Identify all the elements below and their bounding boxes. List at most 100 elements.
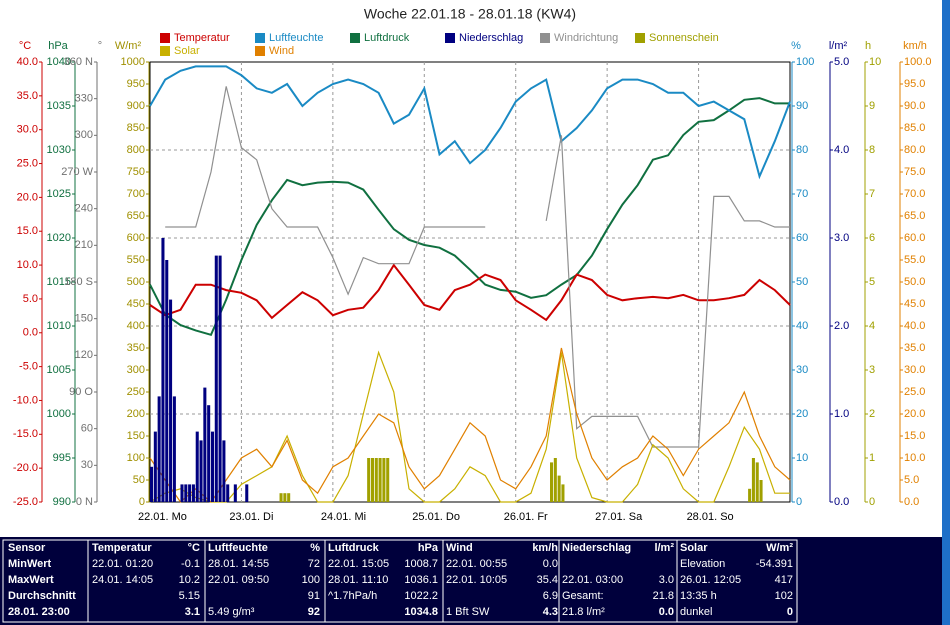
axis-tick-label: 300 bbox=[127, 364, 145, 376]
axis-tick-label: 5.0 bbox=[904, 474, 919, 486]
series-bar bbox=[283, 493, 287, 502]
axis-tick-label: 70.0 bbox=[904, 188, 925, 200]
axis-tick-label: 1040 bbox=[47, 56, 71, 68]
axis-tick-label: -15.0 bbox=[13, 428, 38, 440]
axis-tick-label: 1 bbox=[869, 452, 875, 464]
axis-unit: l/m² bbox=[829, 40, 848, 52]
series-bar bbox=[751, 458, 755, 502]
axis-tick-label: 0 bbox=[139, 496, 145, 508]
series-bar bbox=[161, 238, 165, 502]
axis-tick-label: 25.0 bbox=[904, 386, 925, 398]
axis-tick-label: -10.0 bbox=[13, 394, 38, 406]
series-bar bbox=[172, 396, 176, 502]
axis-tick-label: 1000 bbox=[47, 408, 71, 420]
axis-tick-label: 35.0 bbox=[904, 342, 925, 354]
axis-tick-label: 1.0 bbox=[834, 408, 849, 420]
axis-unit: W/m² bbox=[115, 40, 142, 52]
cell-value: 72 bbox=[308, 558, 320, 570]
axis-tick-label: 995 bbox=[53, 452, 71, 464]
axis-tick-label: 60 bbox=[81, 423, 93, 435]
column-unit: km/h bbox=[532, 542, 558, 554]
axis-tick-label: 80.0 bbox=[904, 144, 925, 156]
axis-tick-label: 150 bbox=[127, 430, 145, 442]
axis-unit: km/h bbox=[903, 40, 927, 52]
axis-tick-label: 650 bbox=[127, 210, 145, 222]
axis-tick-label: 80 bbox=[796, 144, 808, 156]
series-bar bbox=[195, 431, 199, 502]
axis-tick-label: 10.0 bbox=[904, 452, 925, 464]
axis-tick-label: 70 bbox=[796, 188, 808, 200]
cell-label: 13:35 h bbox=[680, 590, 717, 602]
legend-label: Solar bbox=[174, 45, 200, 57]
axis-tick-label: 200 bbox=[127, 408, 145, 420]
series-bar bbox=[150, 466, 154, 502]
cell-value: 100 bbox=[302, 574, 320, 586]
series-line bbox=[149, 347, 791, 503]
series-bar bbox=[557, 475, 561, 502]
axis-tick-label: 25.0 bbox=[17, 157, 38, 169]
axis-tick-label: 10 bbox=[869, 56, 881, 68]
axis-tick-label: 0.0 bbox=[834, 496, 849, 508]
series-bar bbox=[553, 458, 557, 502]
axis-tick-label: 400 bbox=[127, 320, 145, 332]
series-bar bbox=[157, 396, 161, 502]
chart-title: Woche 22.01.18 - 28.01.18 (KW4) bbox=[364, 6, 576, 22]
axis-tick-label: 1020 bbox=[47, 232, 71, 244]
series-line bbox=[149, 350, 790, 503]
series-bar bbox=[218, 255, 222, 502]
axis-tick-label: 0.0 bbox=[904, 496, 919, 508]
axis-unit: ° bbox=[98, 40, 102, 52]
axis-tick-label: 55.0 bbox=[904, 254, 925, 266]
column-unit: % bbox=[310, 542, 320, 554]
series-bar bbox=[226, 484, 230, 502]
x-tick-label: 24.01. Mi bbox=[321, 511, 366, 523]
stats-panel bbox=[0, 537, 942, 625]
axis-tick-label: 270 W bbox=[61, 166, 93, 178]
axis-tick-label: 5.0 bbox=[834, 56, 849, 68]
cell-value: 0.0 bbox=[659, 606, 674, 618]
axis-tick-label: 1025 bbox=[47, 188, 71, 200]
series-line bbox=[149, 263, 791, 322]
plot-area bbox=[149, 61, 791, 503]
column-unit: hPa bbox=[418, 542, 439, 554]
cell-value: -54.391 bbox=[756, 558, 793, 570]
series-bar bbox=[561, 484, 565, 502]
cell-label: 22.01. 03:00 bbox=[562, 574, 623, 586]
column-unit: W/m² bbox=[766, 542, 793, 554]
x-tick-label: 28.01. So bbox=[687, 511, 734, 523]
cell-label: Gesamt: bbox=[562, 590, 604, 602]
cell-label: 24.01. 14:05 bbox=[92, 574, 153, 586]
legend-label: Luftdruck bbox=[364, 32, 410, 44]
axis-tick-label: 7 bbox=[869, 188, 875, 200]
legend-swatch bbox=[540, 33, 550, 43]
series-bar bbox=[188, 484, 192, 502]
cell-value: 91 bbox=[308, 590, 320, 602]
series-bar bbox=[169, 299, 173, 502]
axis-tick-label: 900 bbox=[127, 100, 145, 112]
cell-label: 22.01. 00:55 bbox=[446, 558, 507, 570]
cell-value: 3.0 bbox=[659, 574, 674, 586]
cell-value: 92 bbox=[308, 606, 320, 618]
axis-tick-label: 4 bbox=[869, 320, 875, 332]
series-bar bbox=[184, 484, 188, 502]
axis-tick-label: 210 bbox=[75, 239, 93, 251]
cell-value: 1034.8 bbox=[404, 606, 438, 618]
cell-label: 28.01. 11:10 bbox=[328, 574, 388, 586]
series-bar bbox=[748, 488, 752, 502]
sensor-label: MinWert bbox=[8, 558, 52, 570]
series-bar bbox=[203, 387, 207, 502]
axis-tick-label: 360 N bbox=[64, 56, 93, 68]
axis-tick-label: 0.0 bbox=[23, 327, 38, 339]
sensor-label: Sensor bbox=[8, 542, 46, 554]
axis-tick-label: 75.0 bbox=[904, 166, 925, 178]
cell-value: 4.3 bbox=[543, 606, 558, 618]
sensor-label: Durchschnitt bbox=[8, 590, 76, 602]
axis-tick-label: 2.0 bbox=[834, 320, 849, 332]
axis-tick-label: 40 bbox=[796, 320, 808, 332]
legend-swatch bbox=[160, 33, 170, 43]
axis-tick-label: 90 O bbox=[69, 386, 93, 398]
axis-unit: h bbox=[865, 40, 871, 52]
x-tick-label: 23.01. Di bbox=[229, 511, 273, 523]
axis-tick-label: 100.0 bbox=[904, 56, 932, 68]
axis-tick-label: 1035 bbox=[47, 100, 71, 112]
